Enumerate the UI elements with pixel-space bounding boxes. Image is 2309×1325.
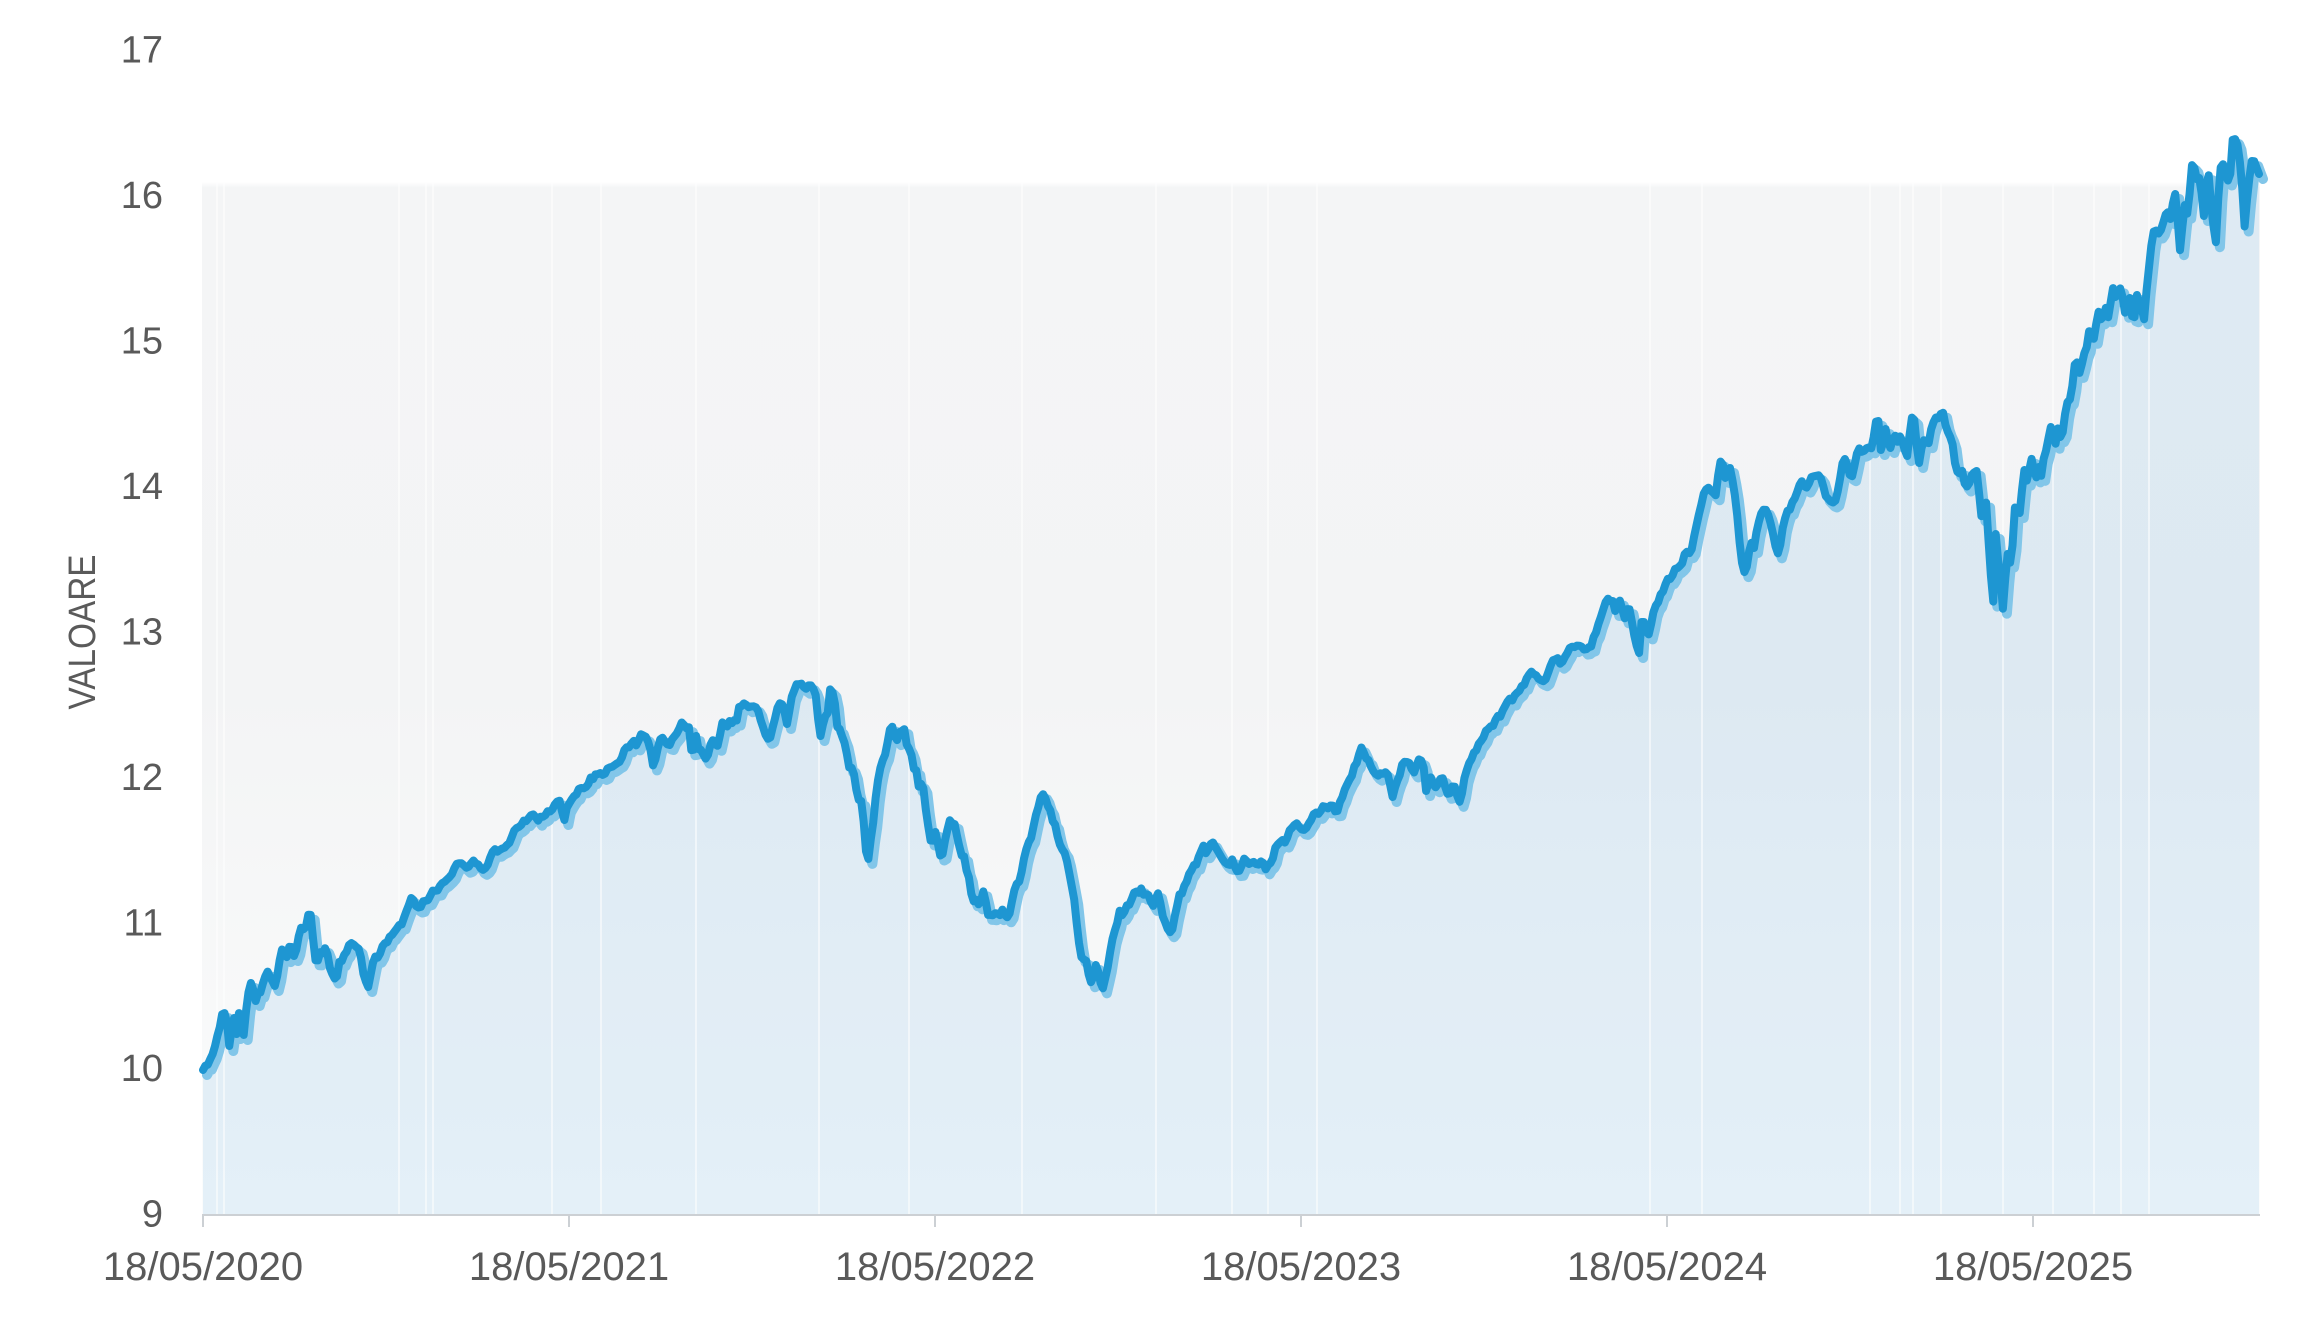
svg-text:9: 9 [142, 1194, 163, 1236]
svg-text:13: 13 [121, 612, 163, 654]
svg-text:14: 14 [121, 466, 163, 508]
svg-text:16: 16 [121, 175, 163, 217]
svg-text:12: 12 [121, 757, 163, 799]
svg-text:18/05/2021: 18/05/2021 [469, 1245, 669, 1289]
svg-text:18/05/2020: 18/05/2020 [103, 1245, 303, 1289]
svg-text:17: 17 [121, 30, 163, 72]
svg-text:10: 10 [121, 1048, 163, 1090]
svg-text:18/05/2025: 18/05/2025 [1933, 1245, 2133, 1289]
svg-text:VALOARE: VALOARE [62, 555, 104, 710]
svg-text:18/05/2023: 18/05/2023 [1201, 1245, 1401, 1289]
svg-text:15: 15 [121, 321, 163, 363]
svg-text:18/05/2024: 18/05/2024 [1567, 1245, 1767, 1289]
svg-text:18/05/2022: 18/05/2022 [835, 1245, 1035, 1289]
svg-text:11: 11 [124, 903, 163, 945]
